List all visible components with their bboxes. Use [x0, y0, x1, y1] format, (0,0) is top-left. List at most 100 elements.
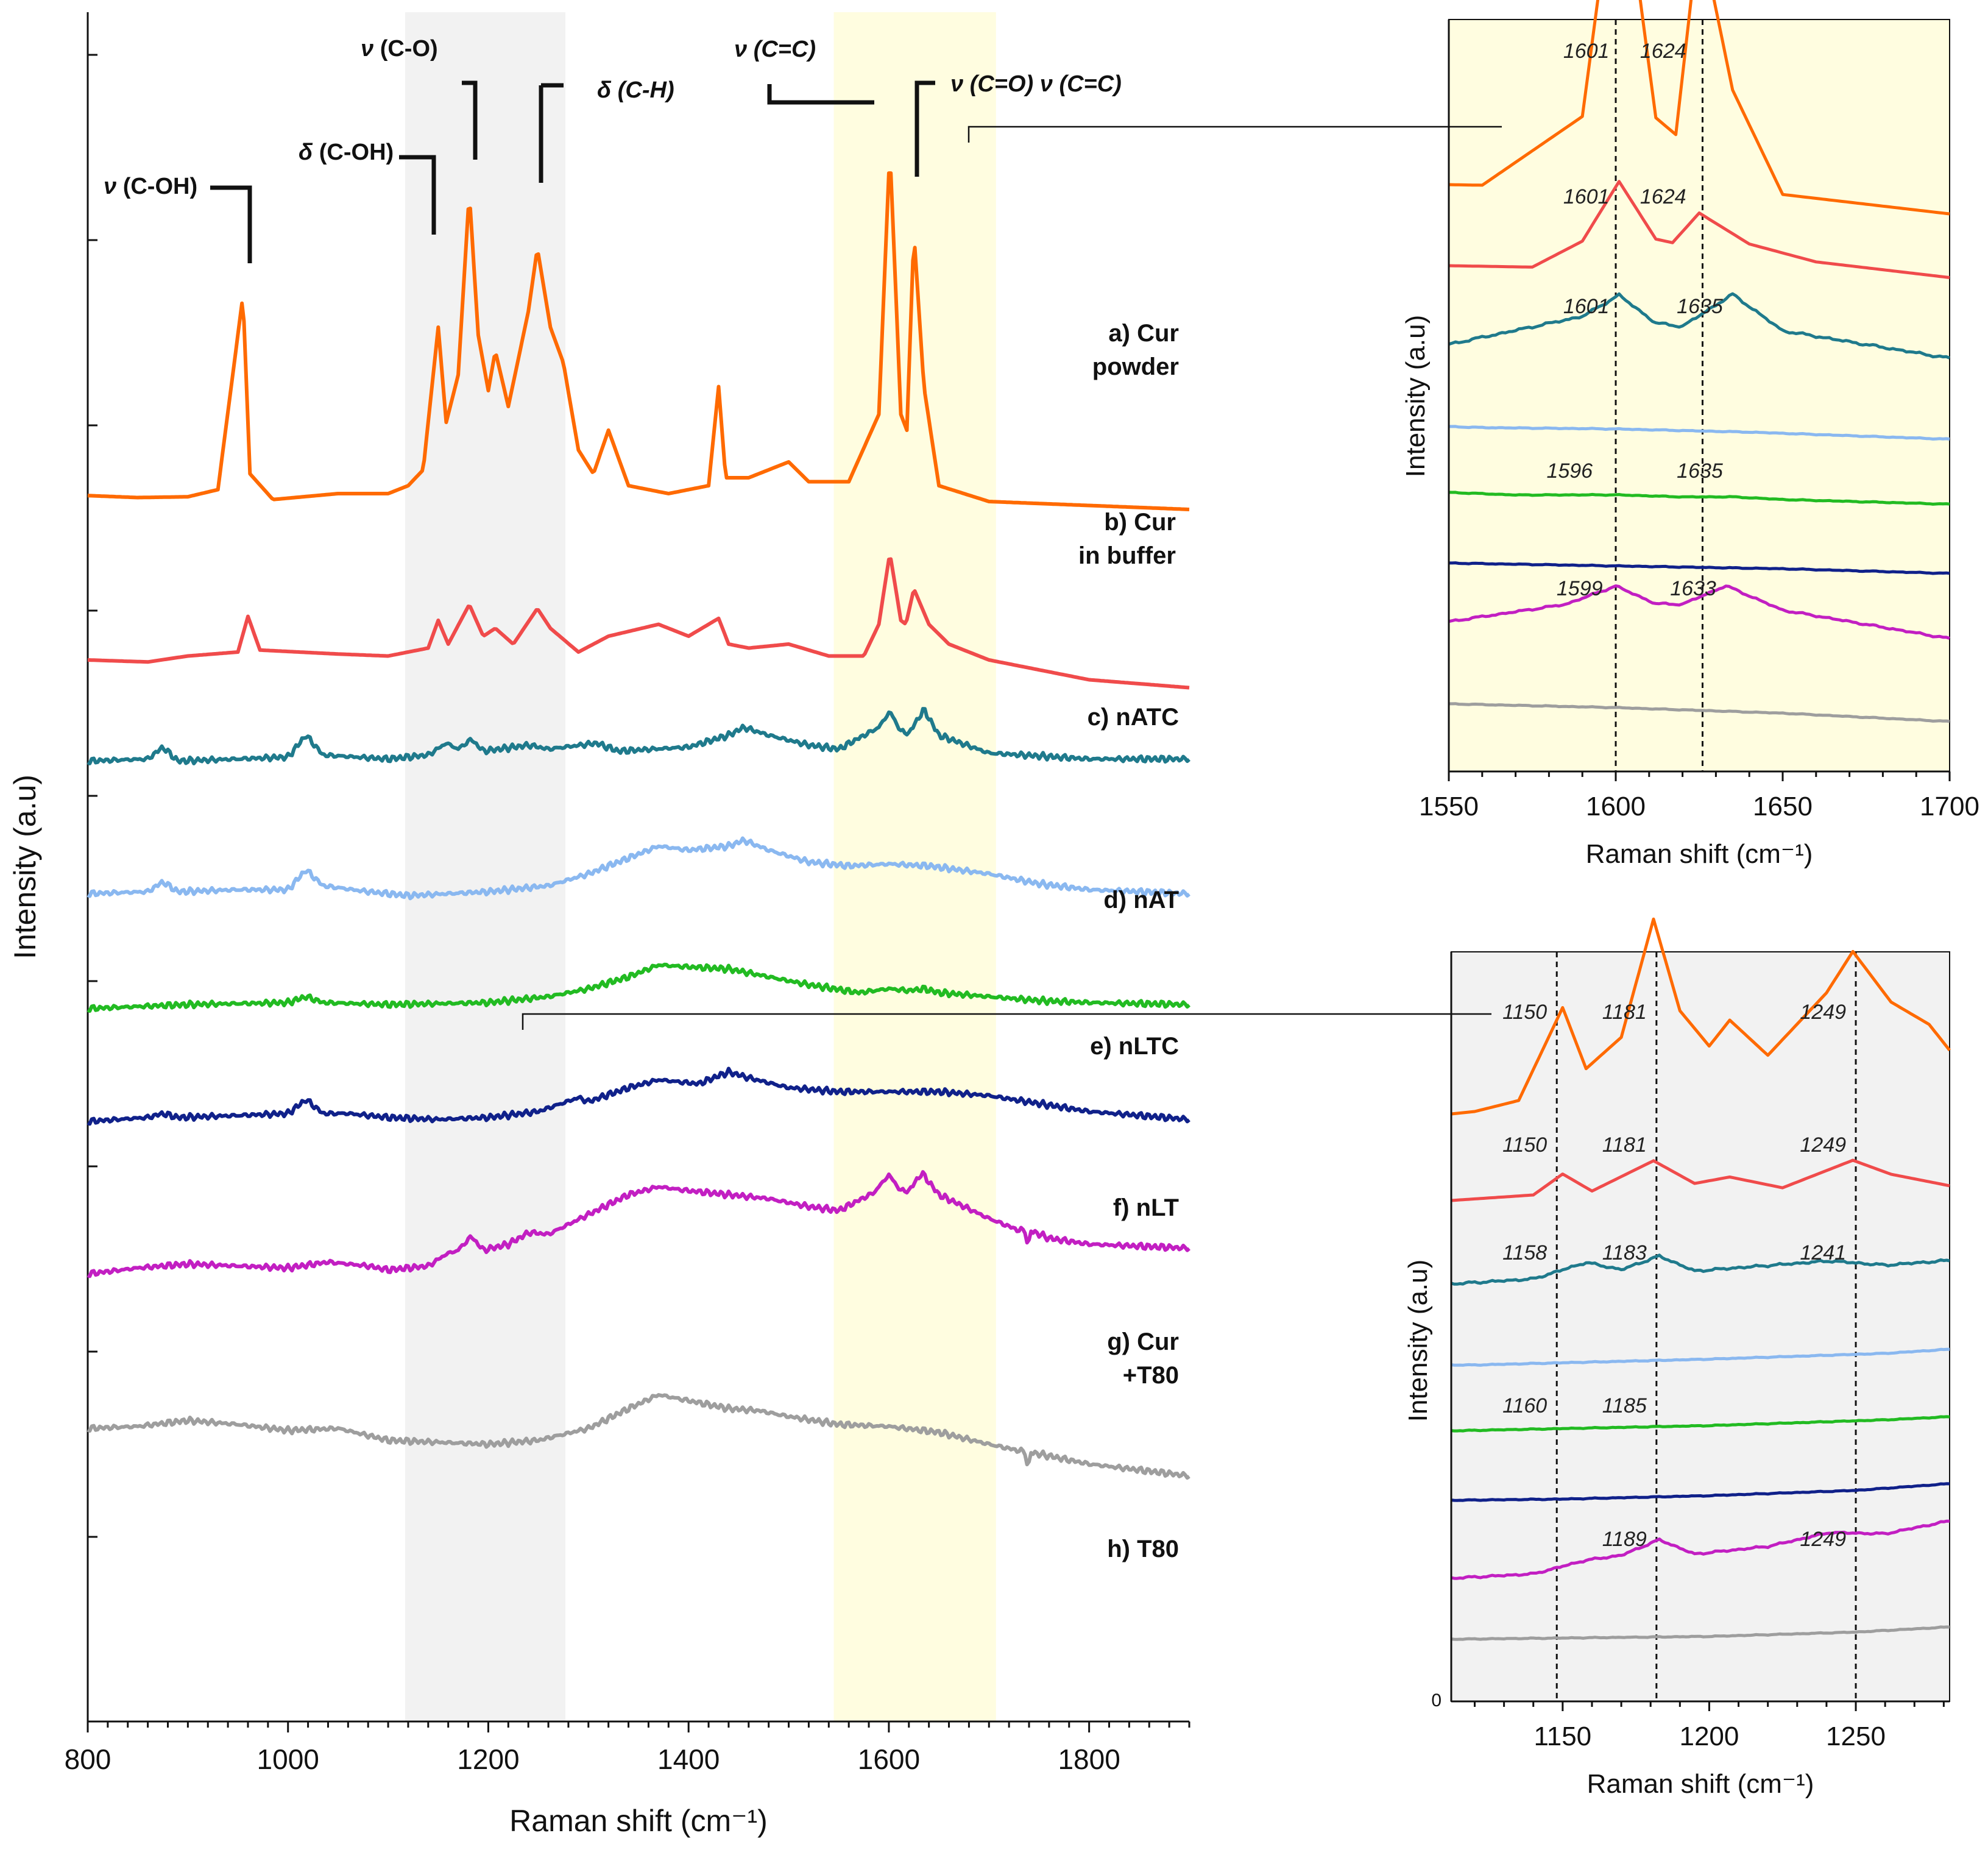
- series-label: c) nATC: [1088, 704, 1179, 731]
- series-line-7: [87, 1170, 1190, 1278]
- band-annotation-label: ν (C-O): [361, 36, 438, 62]
- inset-x-tick-label: 1600: [1586, 792, 1646, 821]
- band-bracket: [210, 185, 252, 263]
- inset-series-line-7: [1448, 584, 1950, 640]
- series-line-2: [87, 557, 1190, 690]
- inset-y-axis-title: Intensity (a.u): [1401, 315, 1431, 478]
- peak-label: 1601: [1563, 40, 1610, 63]
- inset-series-line-4: [1449, 425, 1950, 441]
- band-annotation-label: δ (C-OH): [299, 140, 394, 165]
- inset-plot-area: [1451, 951, 1950, 1702]
- band-annotation-label: ν (C=O) ν (C=C): [950, 71, 1122, 97]
- inset-1200-panel: 1150 1181 1249 1150 1181 1249 1158 1183 1241 1160…: [1403, 917, 1951, 1799]
- series-label: g) Cur: [1107, 1328, 1179, 1355]
- peak-label: 1183: [1602, 1241, 1647, 1264]
- inset-series-line-3: [1448, 292, 1950, 360]
- peak-label: 1601: [1563, 185, 1610, 208]
- series-line-5: [87, 962, 1190, 1013]
- inset-x-tick-label: 1700: [1920, 792, 1979, 821]
- band-annotation-label: ν (C-OH): [104, 174, 197, 199]
- peak-label: 1601: [1563, 295, 1610, 318]
- x-tick-label: 1800: [1058, 1743, 1120, 1775]
- inset-series-line-5: [1448, 491, 1950, 506]
- peak-label: 1241: [1800, 1241, 1846, 1264]
- band-annotation-label: δ (C-H): [597, 77, 674, 103]
- inset-x-tick-label: 1550: [1419, 792, 1479, 821]
- main-panel: 800 1000 1200 1400 1600 1800 Raman shift (cm⁻¹…: [8, 12, 1190, 1838]
- peak-label: 1596: [1546, 459, 1593, 483]
- peak-label: 1181: [1602, 1133, 1647, 1157]
- peak-label: 1185: [1602, 1394, 1647, 1417]
- peak-label: 1189: [1602, 1528, 1647, 1551]
- peak-label: 1599: [1557, 577, 1603, 600]
- peak-label: 1635: [1677, 459, 1723, 483]
- inset-x-tick-label: 1200: [1679, 1721, 1739, 1751]
- x-tick-label: 1600: [858, 1743, 920, 1775]
- inset-series-line-8: [1451, 1625, 1950, 1641]
- inset-x-tick-label: 1250: [1826, 1721, 1886, 1751]
- x-tick-label: 800: [65, 1743, 111, 1775]
- series-line-4: [87, 836, 1190, 901]
- series-label: +T80: [1123, 1362, 1179, 1389]
- peak-label: 1160: [1502, 1394, 1547, 1417]
- peak-label: 1633: [1670, 577, 1716, 600]
- inset-y-axis-title: Intensity (a.u): [1403, 1260, 1433, 1422]
- peak-label: 1624: [1640, 40, 1686, 63]
- inset-series-line-2: [1448, 180, 1950, 279]
- series-line-3: [87, 707, 1190, 765]
- peak-label: 1635: [1677, 295, 1723, 318]
- band-bracket: [462, 80, 478, 160]
- inset-series-line-6: [1451, 1482, 1950, 1502]
- band-bracket: [767, 84, 874, 105]
- shaded-region-fingerprint: [405, 12, 566, 1721]
- peak-label: 1249: [1800, 1001, 1846, 1024]
- inset-y-zero-label: 0: [1431, 1690, 1441, 1711]
- band-bracket: [539, 83, 564, 183]
- series-label: e) nLTC: [1090, 1033, 1179, 1060]
- band-bracket: [914, 80, 935, 177]
- x-tick-label: 1400: [657, 1743, 720, 1775]
- inset-series-line-1: [1448, 0, 1950, 216]
- peak-label: 1181: [1602, 1001, 1647, 1024]
- series-label: d) nAT: [1103, 887, 1179, 913]
- y-axis-title: Intensity (a.u): [8, 775, 42, 959]
- peak-label: 1624: [1640, 185, 1686, 208]
- series-label: h) T80: [1107, 1536, 1179, 1562]
- inset-series-line-5: [1451, 1415, 1950, 1433]
- series-label: b) Cur: [1104, 509, 1176, 536]
- inset-plot-area: [1448, 19, 1950, 772]
- peak-label: 1249: [1800, 1528, 1846, 1551]
- inset-x-tick-label: 1150: [1534, 1721, 1592, 1751]
- inset-series-line-1: [1451, 917, 1951, 1116]
- inset-x-axis-title: Raman shift (cm⁻¹): [1586, 839, 1813, 869]
- x-tick-label: 1000: [257, 1743, 319, 1775]
- peak-label: 1150: [1502, 1001, 1547, 1024]
- inset-x-tick-label: 1650: [1753, 792, 1813, 821]
- peak-label: 1158: [1502, 1241, 1547, 1264]
- series-line-8: [87, 1393, 1190, 1480]
- series-line-1: [87, 171, 1190, 511]
- inset-1200-connector: [522, 1013, 1491, 1030]
- inset-series-line-4: [1451, 1347, 1950, 1367]
- inset-series-line-8: [1449, 702, 1950, 723]
- x-axis-title: Raman shift (cm⁻¹): [509, 1804, 768, 1838]
- band-annotation-label: ν (C=C): [734, 37, 816, 62]
- band-bracket: [399, 155, 436, 235]
- peak-label: 1150: [1502, 1133, 1547, 1157]
- inset-1600-connector: [967, 126, 1502, 143]
- inset-connectors: [522, 126, 1502, 1030]
- series-label: a) Cur: [1108, 320, 1179, 347]
- series-label: in buffer: [1078, 542, 1176, 569]
- inset-series-line-3: [1451, 1253, 1950, 1286]
- inset-series-line-7: [1451, 1519, 1950, 1580]
- peak-label: 1249: [1800, 1133, 1846, 1157]
- x-tick-label: 1200: [457, 1743, 519, 1775]
- series-label: powder: [1092, 353, 1179, 380]
- inset-series-line-6: [1449, 561, 1950, 575]
- series-label: f) nLT: [1113, 1194, 1179, 1221]
- series-line-6: [87, 1066, 1190, 1126]
- inset-1600-panel: 1601 1624 1601 1624 1601 1635 1596 1635 1599 1633…: [1401, 0, 1979, 869]
- inset-x-axis-title: Raman shift (cm⁻¹): [1587, 1769, 1814, 1799]
- band-annotations: ν (C-OH) δ (C-OH) ν (C-O) δ (C-H) ν (C=C) ν (…: [104, 36, 1122, 263]
